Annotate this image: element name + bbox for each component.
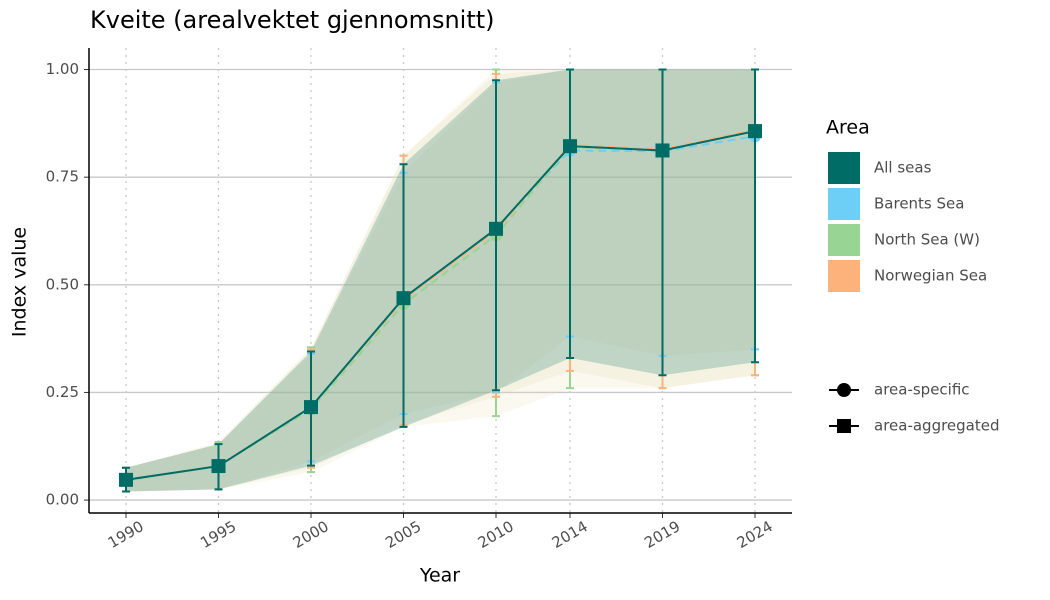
y-tick-label: 0.75 — [46, 168, 79, 186]
legend-label: All seas — [874, 159, 932, 177]
chart-title: Kveite (arealvektet gjennomsnitt) — [90, 6, 495, 34]
ribbon — [126, 69, 755, 492]
x-tick-label: 1995 — [197, 517, 239, 552]
y-tick-label: 1.00 — [46, 60, 79, 78]
legend-title: Area — [826, 117, 870, 139]
point — [211, 459, 226, 474]
ribbon — [126, 69, 755, 492]
point — [489, 221, 503, 236]
legend-swatch — [828, 224, 860, 256]
error-bar — [751, 68, 759, 364]
y-tick-label: 0.00 — [46, 491, 79, 509]
legend-marker — [837, 383, 851, 397]
ribbon — [126, 69, 755, 492]
x-tick-label: 2005 — [382, 517, 424, 552]
y-axis-label: Index value — [9, 227, 31, 337]
x-axis-label: Year — [419, 565, 460, 587]
point — [563, 139, 577, 154]
line — [125, 130, 756, 481]
error-bar — [658, 68, 667, 377]
legend-swatch — [828, 152, 860, 184]
x-tick-label: 2024 — [734, 517, 776, 552]
legend-label: Norwegian Sea — [874, 267, 987, 285]
legend-label: Barents Sea — [874, 195, 964, 213]
legend-label: area-specific — [874, 381, 970, 399]
x-tick-label: 2019 — [641, 517, 683, 552]
x-tick-label: 2000 — [290, 517, 332, 552]
error-bar — [566, 68, 574, 359]
point — [655, 143, 670, 158]
legend-label: North Sea (W) — [874, 231, 980, 249]
x-tick-label: 2010 — [475, 517, 517, 552]
ribbon — [126, 69, 755, 492]
legend-label: area-aggregated — [874, 417, 1000, 435]
y-tick-label: 0.50 — [46, 275, 79, 293]
x-tick-label: 2014 — [549, 517, 591, 552]
x-tick-label: 1990 — [105, 517, 147, 552]
legend-swatch — [828, 188, 860, 220]
legend-marker — [837, 419, 851, 433]
point — [748, 124, 762, 139]
point — [396, 291, 411, 306]
point — [304, 400, 318, 415]
point — [119, 472, 133, 487]
legend-swatch — [828, 260, 860, 292]
y-tick-label: 0.25 — [46, 383, 79, 401]
